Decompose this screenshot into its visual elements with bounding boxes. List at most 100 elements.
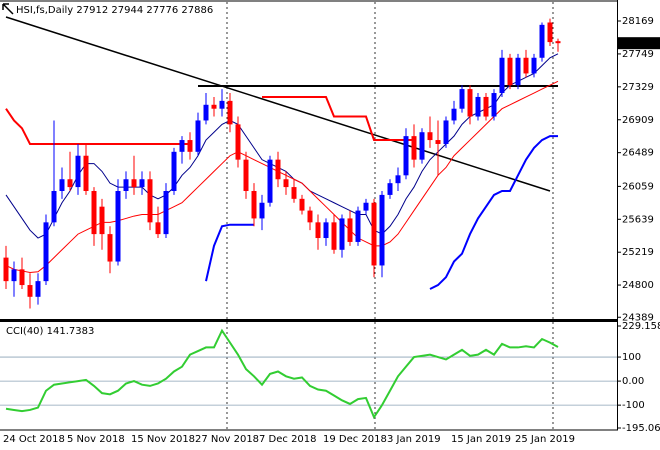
indicator-title: CCI(40) xyxy=(6,326,44,337)
y-tick-label: 26489 xyxy=(622,148,654,159)
candle-body xyxy=(123,179,129,191)
low-value: 27776 xyxy=(146,5,178,16)
indicator-line xyxy=(5,95,414,145)
candle-body xyxy=(235,124,241,160)
candle-body xyxy=(163,190,169,235)
price-tag: 27886 xyxy=(622,38,654,49)
price-tag-box xyxy=(618,37,660,50)
candle-body xyxy=(267,159,273,203)
indicator-line xyxy=(5,80,559,274)
candle-body xyxy=(211,104,217,109)
x-tick-label: 27 Nov 2018 xyxy=(195,434,259,445)
candle-body xyxy=(19,269,25,286)
x-tick-label: 15 Jan 2019 xyxy=(451,434,511,445)
candle-body xyxy=(467,89,473,117)
candle-body xyxy=(3,257,9,282)
candle-body xyxy=(43,222,49,282)
candle-body xyxy=(347,218,353,242)
candle-body xyxy=(443,120,449,144)
candle-body xyxy=(187,140,193,152)
x-tick-label: 24 Oct 2018 xyxy=(3,434,65,445)
y-tick-label: -195.061 xyxy=(622,423,660,434)
y-tick-label: 0.00 xyxy=(622,376,644,387)
candle-body xyxy=(539,24,545,58)
candle-body xyxy=(331,222,337,250)
candle-body xyxy=(91,190,97,235)
x-tick-label: 25 Jan 2019 xyxy=(515,434,575,445)
candle-body xyxy=(179,140,185,152)
candle-body xyxy=(491,93,497,117)
candle-body xyxy=(307,210,313,223)
indicator-line xyxy=(205,135,558,290)
high-value: 27944 xyxy=(111,5,143,16)
candle-body xyxy=(435,140,441,144)
chart-icon xyxy=(2,3,14,15)
indicator-value: 141.7383 xyxy=(47,326,95,337)
close-value: 27886 xyxy=(181,5,213,16)
y-tick-label: 24800 xyxy=(622,280,654,291)
candle-body xyxy=(451,108,457,121)
candle-body xyxy=(251,190,257,219)
y-tick-label: 100 xyxy=(622,352,641,363)
x-tick-label: 5 Nov 2018 xyxy=(67,434,125,445)
candle-body xyxy=(171,151,177,191)
candle-body xyxy=(283,179,289,188)
frame xyxy=(0,0,618,431)
candle-body xyxy=(227,100,233,125)
candle-body xyxy=(523,57,529,74)
candle-body xyxy=(51,190,57,223)
candle-body xyxy=(155,222,161,235)
candle-body xyxy=(387,183,393,195)
candle-body xyxy=(531,57,537,74)
candle-body xyxy=(323,222,329,239)
candle-body xyxy=(203,104,209,121)
candle-body xyxy=(107,234,113,262)
y-tick-label: 25639 xyxy=(622,214,654,225)
indicator-header: CCI(40) 141.7383 xyxy=(6,326,94,337)
candle-body xyxy=(291,187,297,199)
candle-body xyxy=(11,269,17,282)
candle-body xyxy=(459,89,465,109)
candle-body xyxy=(315,222,321,239)
x-tick-label: 3 Jan 2019 xyxy=(387,434,441,445)
trendline xyxy=(5,16,551,192)
candle-body xyxy=(67,179,73,188)
candle-body xyxy=(483,96,489,117)
candle-body xyxy=(195,120,201,152)
candle-body xyxy=(259,202,265,219)
y-tick-label: 26059 xyxy=(622,181,654,192)
candle-body xyxy=(379,194,385,266)
y-tick-label: 229.1588 xyxy=(622,321,660,332)
candle-body xyxy=(243,159,249,191)
candle-body xyxy=(475,96,481,117)
candle-body xyxy=(59,179,65,191)
candle-body xyxy=(355,210,361,242)
candle-body xyxy=(403,136,409,176)
y-tick-label: 28169 xyxy=(622,16,654,27)
y-tick-label: 26909 xyxy=(622,115,654,126)
candle-body xyxy=(547,22,553,43)
open-value: 27912 xyxy=(76,5,108,16)
candle-body xyxy=(139,179,145,188)
y-tick-label: 27329 xyxy=(622,82,654,93)
indicator-line xyxy=(5,53,559,239)
candle-body xyxy=(515,57,521,86)
y-tick-label: -100 xyxy=(622,400,645,411)
candle-body xyxy=(27,285,33,297)
candle-body xyxy=(507,57,513,86)
candle-body xyxy=(499,57,505,94)
candle-body xyxy=(99,206,105,235)
candle-body xyxy=(219,100,225,109)
candle-body xyxy=(411,136,417,160)
candle-body xyxy=(371,202,377,266)
candle-body xyxy=(299,198,305,211)
candle-body xyxy=(555,41,561,44)
candle-body xyxy=(115,190,121,262)
y-tick-label: 27749 xyxy=(622,49,654,60)
candle-body xyxy=(35,281,41,297)
candle-body xyxy=(363,202,369,211)
chart-title: HSI,fs,Daily xyxy=(16,5,73,16)
y-tick-label: 24389 xyxy=(622,312,654,323)
